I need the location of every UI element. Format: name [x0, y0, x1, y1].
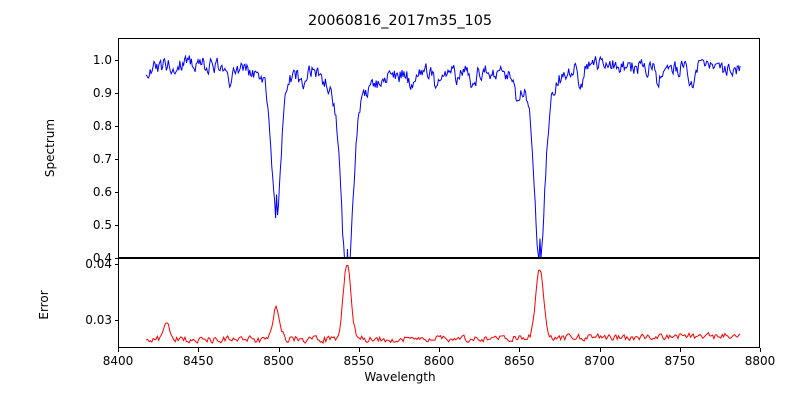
- spectrum-ytick-label: 0.5: [92, 217, 112, 232]
- spectrum-ytick-mark: [114, 92, 118, 94]
- error-ytick-mark: [114, 264, 118, 266]
- xtick-label: 8400: [102, 354, 134, 368]
- xtick-mark: [278, 348, 280, 352]
- spectrum-ytick-label: 1.0: [92, 52, 112, 67]
- xtick-mark: [439, 348, 440, 352]
- spectrum-ytick-mark: [114, 191, 118, 193]
- spectrum-ytick-mark: [114, 59, 118, 61]
- xtick-label: 8750: [664, 354, 696, 368]
- spectrum-ytick-mark: [114, 158, 118, 160]
- error-axis-label: Error: [37, 290, 51, 320]
- error-line-series: [146, 264, 741, 345]
- error-ytick-mark: [114, 319, 118, 321]
- xtick-mark: [519, 348, 521, 352]
- xtick-label: 8800: [744, 354, 776, 368]
- xtick-mark: [198, 348, 200, 352]
- spectrum-ytick-label: 0.7: [92, 151, 112, 166]
- spectrum-plot-area: [118, 38, 760, 258]
- xtick-label: 8450: [182, 354, 214, 368]
- xtick-label: 8700: [584, 354, 615, 368]
- spectrum-ytick-label: 0.4: [92, 251, 112, 265]
- wavelength-axis-label: Wavelength: [364, 370, 436, 384]
- error-ytick-label: 0.03: [85, 312, 112, 327]
- xtick-label: 8600: [423, 354, 455, 368]
- chart-title: 20060816_2017m35_105: [307, 13, 493, 29]
- error-ytick-label: 0.04: [85, 257, 112, 272]
- error-trace: [146, 264, 741, 345]
- spectrum-axis-label: Spectrum: [43, 118, 57, 178]
- spectrum-trace: [145, 54, 741, 257]
- spectrum-ytick-label: 0.8: [92, 118, 112, 133]
- spectrum-line-series: [145, 54, 741, 257]
- xtick-mark: [760, 348, 761, 352]
- spectrum-ytick-mark: [114, 125, 118, 127]
- spectrum-ytick-mark: [114, 258, 118, 259]
- error-plot-area: [118, 258, 760, 348]
- xtick-mark: [358, 348, 360, 352]
- spectrum-ytick-label: 0.6: [92, 184, 112, 199]
- xtick-label: 8650: [503, 354, 535, 368]
- xtick-mark: [599, 348, 601, 352]
- xtick-mark: [118, 348, 119, 352]
- xtick-label: 8550: [343, 354, 375, 368]
- xtick-mark: [679, 348, 681, 352]
- xtick-label: 8500: [263, 354, 294, 368]
- spectrum-ytick-mark: [114, 224, 118, 226]
- spectrum-ytick-label: 0.9: [92, 85, 112, 100]
